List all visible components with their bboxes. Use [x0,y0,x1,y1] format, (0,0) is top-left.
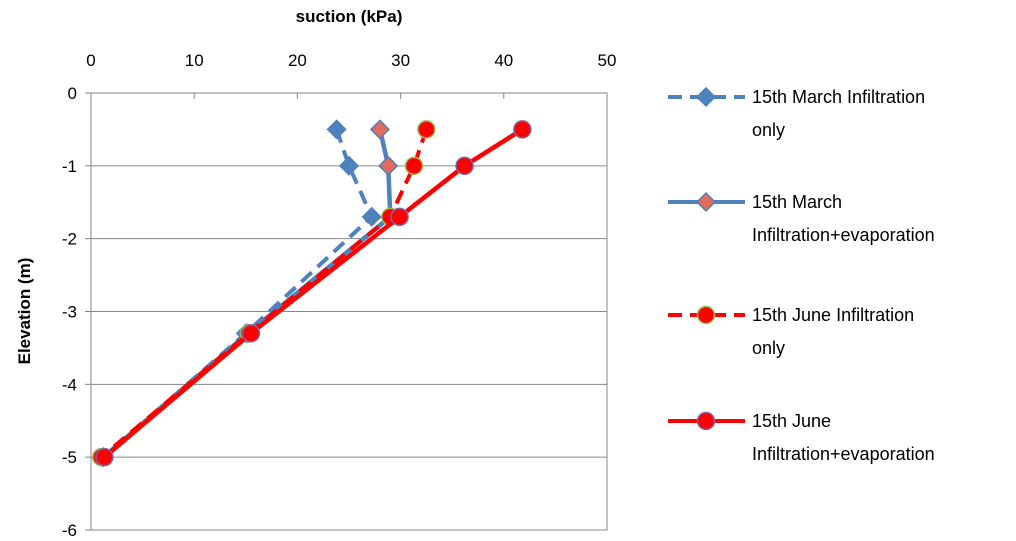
legend-marker [696,305,716,325]
legend-label-line: Infiltration+evaporation [752,444,935,464]
y-tick-label: -2 [62,230,77,249]
series-layer [92,119,532,468]
data-point [378,155,399,176]
legend-label: 15th March Infiltration only [752,87,925,140]
data-point [404,156,424,176]
legend-marker [696,411,716,431]
legend-item-4: 15th June Infiltration+evaporation [668,411,935,464]
data-point [326,119,347,140]
x-axis-title: suction (kPa) [296,7,403,26]
y-tick-label: -3 [62,303,77,322]
x-tick-label: 40 [494,51,513,70]
data-point [241,324,261,343]
series-4 [95,120,532,467]
series-1 [93,119,382,468]
y-tick-label: -4 [62,375,77,394]
x-tick-label: 20 [288,51,307,70]
y-tick-label: 0 [68,84,77,103]
data-point [390,207,409,227]
legend-label: 15th June Infiltration+evaporation [752,411,935,464]
data-point [369,119,391,140]
x-tick-label: 30 [391,51,410,70]
data-point [361,206,382,227]
legend-item-1: 15th March Infiltration only [668,86,925,140]
y-tick-label: -1 [62,157,77,176]
axis-ticks: 0 -1 -2 -3 -4 -5 -6 0 10 20 30 40 50 [62,51,617,540]
series-3 [92,120,436,467]
legend-item-2: 15th March Infiltration+evaporation [668,191,935,245]
legend: 15th March Infiltration only 15th March Inf… [668,86,935,464]
data-point [455,156,474,176]
legend-label: 15th June Infiltration only [752,305,914,358]
y-tick-label: -5 [62,448,77,467]
data-point [513,120,532,139]
x-tick-label: 10 [185,51,204,70]
data-point [338,155,360,176]
legend-label-line: 15th March Infiltration [752,87,925,107]
legend-marker [695,191,717,213]
series-line [102,128,374,459]
legend-label-line: only [752,338,785,358]
legend-label-line: 15th March [752,192,842,212]
legend-label-line: Infiltration+evaporation [752,225,935,245]
legend-label-line: 15th June [752,411,831,431]
y-axis-title: Elevation (m) [15,258,34,365]
series-line [101,128,393,459]
series-line [100,128,429,459]
legend-label-line: only [752,120,785,140]
legend-label-line: 15th June Infiltration [752,305,914,325]
data-point [417,120,436,139]
series-line [102,127,524,459]
data-point [95,447,114,467]
legend-marker [695,86,717,108]
legend-item-3: 15th June Infiltration only [668,305,914,358]
legend-label: 15th March Infiltration+evaporation [752,192,935,245]
y-tick-label: -6 [62,521,77,540]
x-tick-label: 0 [86,51,95,70]
x-tick-label: 50 [598,51,617,70]
